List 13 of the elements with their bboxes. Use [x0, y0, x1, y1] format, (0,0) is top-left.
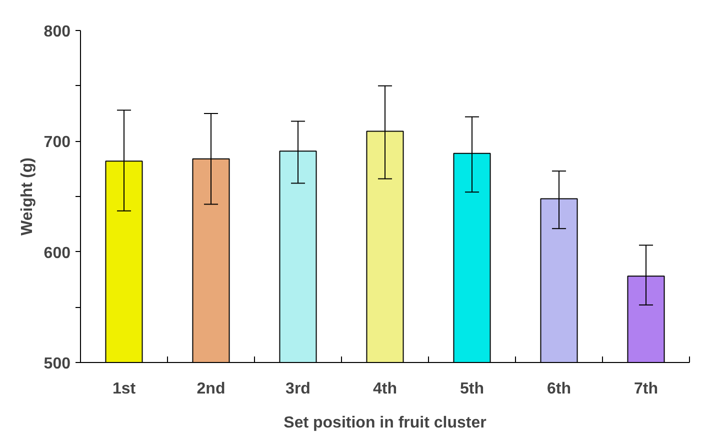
- x-tick-label: 7th: [634, 380, 658, 398]
- x-tick-label: 3rd: [286, 380, 310, 398]
- y-tick-label: 600: [44, 244, 71, 262]
- x-tick-label: 4th: [373, 380, 397, 398]
- x-tick-label: 2nd: [196, 380, 226, 398]
- y-axis-title: Weight (g): [18, 158, 36, 236]
- x-tick-label: 5th: [460, 380, 484, 398]
- x-tick-label: 6th: [547, 380, 571, 398]
- x-axis-title: Set position in fruit cluster: [284, 414, 486, 432]
- x-tick-label: 1st: [112, 380, 136, 398]
- y-tick-label: 700: [44, 134, 71, 152]
- y-tick-label: 800: [44, 24, 71, 40]
- y-tick-label: 500: [44, 356, 71, 372]
